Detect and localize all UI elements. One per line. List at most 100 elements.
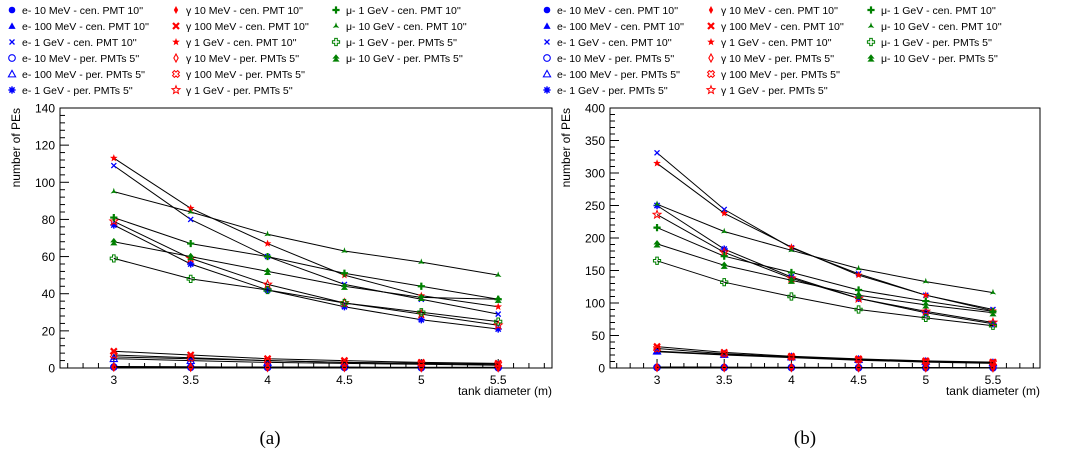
series-line — [656, 260, 994, 327]
series-14 — [109, 254, 503, 326]
legend-label: e- 10 MeV - per. PMTs 5'' — [22, 53, 139, 65]
series-line — [656, 205, 994, 325]
series-12 — [110, 213, 502, 303]
data-point — [720, 227, 728, 234]
legend-item: μ- 1 GeV - cen. PMT 10'' — [332, 5, 461, 17]
data-point — [417, 316, 425, 324]
data-point — [987, 316, 999, 328]
legend-item: γ 1 GeV - cen. PMT 10'' — [707, 37, 832, 49]
legend-marker — [172, 22, 180, 30]
legend-marker — [8, 86, 16, 94]
legend-marker — [331, 37, 341, 47]
data-point — [989, 308, 997, 317]
y-tick-label: 0 — [598, 362, 605, 376]
legend-item: μ- 10 GeV - cen. PMT 10'' — [867, 21, 1002, 33]
y-tick-label: 100 — [35, 176, 55, 190]
series-line — [656, 152, 994, 310]
legend-marker — [707, 38, 715, 46]
legend-label: γ 1 GeV - cen. PMT 10'' — [721, 37, 832, 49]
data-point — [263, 239, 272, 247]
legend-label: e- 1 GeV - per. PMTs 5'' — [22, 85, 133, 97]
data-point — [108, 215, 120, 226]
y-axis: 0 50 100 150 200 250 300 350 400 — [585, 102, 619, 376]
legend-marker — [173, 6, 179, 14]
legend-label: e- 100 MeV - cen. PMT 10'' — [22, 21, 149, 33]
legend: e- 10 MeV - cen. PMT 10'' e- 100 MeV - ce… — [542, 5, 1002, 97]
legend-item: γ 10 MeV - cen. PMT 10'' — [173, 5, 303, 17]
x-tick-label: 3 — [110, 373, 117, 387]
legend-item: γ 10 MeV - per. PMTs 5'' — [173, 52, 299, 65]
data-point — [110, 237, 118, 246]
legend-item: γ 10 MeV - cen. PMT 10'' — [708, 5, 838, 17]
data-point — [187, 252, 195, 261]
x-tick-label: 5 — [922, 373, 929, 387]
legend-marker — [332, 22, 340, 28]
data-point — [720, 261, 728, 269]
series-line — [113, 220, 499, 326]
y-tick-label: 20 — [42, 324, 56, 338]
y-tick-label: 300 — [585, 167, 605, 181]
legend-marker — [8, 54, 16, 62]
data-point — [788, 246, 795, 253]
legend-marker — [170, 84, 182, 95]
data-point — [341, 247, 348, 253]
series-10 — [109, 350, 503, 369]
series-10 — [652, 344, 998, 367]
data-point — [787, 352, 796, 362]
series-line — [656, 346, 994, 363]
legend-label: e- 100 MeV - per. PMTs 5'' — [22, 69, 145, 81]
data-point — [651, 209, 663, 220]
legend-label: γ 1 GeV - per. PMTs 5'' — [186, 85, 293, 97]
data-point — [494, 302, 502, 310]
data-point — [186, 204, 195, 212]
series-line — [113, 157, 499, 308]
data-point — [110, 347, 118, 356]
legend-marker — [171, 69, 181, 79]
legend-label: μ- 10 GeV - cen. PMT 10'' — [881, 21, 1002, 33]
data-point — [264, 230, 271, 237]
data-point — [109, 254, 118, 263]
series-line — [113, 217, 499, 300]
legend-marker — [544, 39, 550, 45]
data-point — [720, 278, 729, 287]
legend-marker — [7, 69, 17, 78]
data-point — [494, 271, 502, 278]
legend-label: γ 1 GeV - per. PMTs 5'' — [721, 85, 828, 97]
data-point — [418, 258, 425, 265]
legend-label: μ- 1 GeV - per. PMTs 5'' — [346, 37, 457, 49]
legend-marker — [9, 39, 15, 45]
data-point — [340, 282, 349, 290]
legend-label: e- 1 GeV - cen. PMT 10'' — [22, 37, 137, 49]
plot-frame — [59, 107, 553, 369]
data-point — [495, 311, 502, 318]
data-point — [263, 285, 272, 295]
series-12 — [653, 224, 997, 316]
legend-item: γ 1 GeV - per. PMTs 5'' — [170, 84, 293, 97]
data-point — [854, 355, 863, 364]
legend-item: μ- 10 GeV - cen. PMT 10'' — [332, 21, 467, 33]
series-11 — [651, 209, 999, 328]
x-tick-label: 3.5 — [182, 373, 199, 387]
data-point — [494, 295, 502, 303]
data-point — [855, 362, 862, 373]
series-line — [113, 366, 499, 369]
x-tick-label: 5 — [418, 373, 425, 387]
legend-label: μ- 10 GeV - cen. PMT 10'' — [346, 21, 467, 33]
data-point — [652, 344, 662, 353]
data-point — [787, 268, 796, 277]
data-point — [720, 209, 729, 217]
y-tick-label: 60 — [42, 250, 56, 264]
series-9 — [654, 362, 996, 373]
legend-item: μ- 10 GeV - per. PMTs 5'' — [867, 53, 998, 65]
legend-label: γ 100 MeV - per. PMTs 5'' — [186, 69, 305, 81]
series-15 — [110, 237, 502, 303]
x-tick-label: 3 — [654, 373, 661, 387]
legend-marker — [8, 6, 16, 14]
legend-marker — [866, 37, 876, 47]
legend-item: γ 100 MeV - cen. PMT 10'' — [172, 21, 309, 33]
legend-item: μ- 1 GeV - per. PMTs 5'' — [331, 37, 457, 49]
legend-marker — [867, 54, 875, 62]
legend-label: e- 1 GeV - cen. PMT 10'' — [557, 37, 672, 49]
series-line — [656, 214, 994, 323]
x-axis-label: tank diameter (m) — [458, 384, 552, 398]
